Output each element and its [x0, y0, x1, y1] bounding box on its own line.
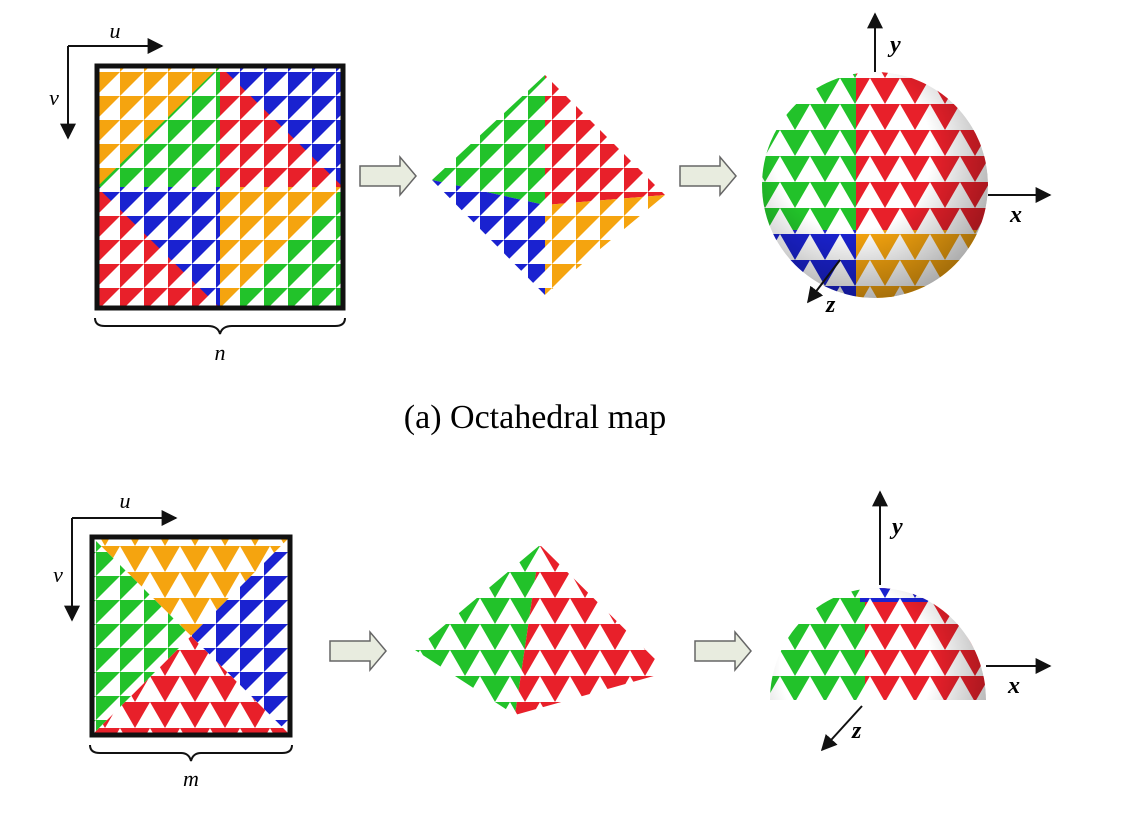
- z-axis: [807, 259, 841, 304]
- caption: (a) Octahedral map: [404, 399, 666, 436]
- arrow: [329, 629, 387, 673]
- x-label: x: [1009, 202, 1022, 228]
- arrow: [679, 154, 737, 198]
- octahedron: [432, 75, 665, 295]
- hemi-texture: [89, 534, 293, 738]
- u-label: u: [110, 18, 121, 43]
- brace: [89, 744, 293, 762]
- v-label: v: [53, 562, 63, 587]
- u-label: u: [120, 488, 131, 513]
- size-label: m: [183, 766, 199, 791]
- hemi-panel: u v m y x z: [53, 488, 1052, 791]
- x-label: x: [1007, 673, 1020, 699]
- y-label: y: [889, 514, 903, 540]
- arrow: [359, 154, 417, 198]
- arrow: [694, 629, 752, 673]
- octahedral-texture: [94, 63, 346, 311]
- pyramid: [415, 545, 668, 715]
- v-label: v: [49, 85, 59, 110]
- brace: [94, 317, 346, 335]
- z-axis: [820, 705, 863, 752]
- sphere: [762, 72, 988, 298]
- z-label: z: [825, 292, 836, 318]
- y-label: y: [887, 32, 901, 58]
- z-label: z: [851, 718, 862, 744]
- hemisphere: [770, 588, 986, 700]
- octahedral-panel: u v n y x z: [49, 12, 1052, 365]
- size-label: n: [215, 340, 226, 365]
